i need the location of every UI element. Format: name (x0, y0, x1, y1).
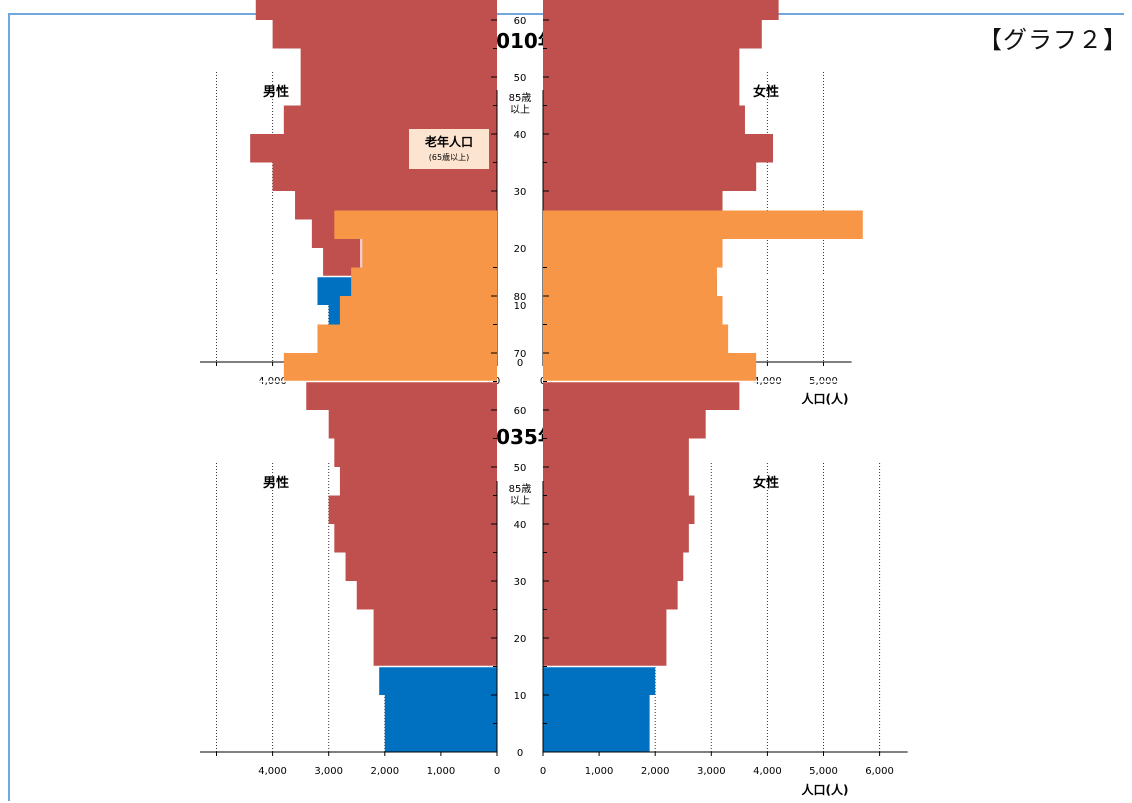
bar-female (543, 324, 729, 353)
male-label: 男性 (263, 84, 289, 100)
x-tick-label-female: 3,000 (697, 766, 726, 777)
bar-female (543, 210, 863, 239)
bar-female (543, 239, 723, 268)
age-tick-label: 40 (514, 130, 527, 141)
bar-male (283, 353, 497, 382)
bar-female (543, 77, 740, 106)
bar-male (255, 0, 497, 20)
bar-female (543, 581, 678, 610)
x-tick-label-male: 4,000 (258, 766, 287, 777)
age-tick-label: 60 (514, 406, 527, 417)
x-tick-label-male: 1,000 (427, 766, 456, 777)
elderly-label-box (409, 129, 489, 169)
bar-female (543, 381, 740, 410)
age-tick-label: 80 (514, 292, 527, 303)
elderly-label: 老年人口 (65歳以上) (409, 129, 489, 169)
bar-female (543, 438, 689, 467)
bar-female (543, 495, 695, 524)
bar-female (543, 552, 684, 581)
bar-female (543, 0, 779, 20)
x-tick-label-male: 3,000 (314, 766, 343, 777)
age-tick-label: 40 (514, 520, 527, 531)
bar-female (543, 162, 757, 191)
bar-male (384, 695, 497, 724)
bar-female (543, 666, 656, 695)
bar-female (543, 695, 650, 724)
bar-female (543, 410, 706, 439)
bar-male (351, 267, 497, 296)
x-tick-label-male: 2,000 (370, 766, 399, 777)
bar-female (543, 267, 717, 296)
bar-male (272, 20, 497, 49)
age-top-label: 以上 (510, 104, 530, 116)
age-tick-label: 10 (514, 691, 527, 702)
male-label: 男性 (263, 475, 289, 491)
age-tick-label: 0 (517, 748, 523, 759)
bar-female (543, 353, 757, 382)
bar-female (543, 524, 689, 553)
age-tick-label: 60 (514, 16, 527, 27)
bar-male (300, 77, 497, 106)
female-label: 女性 (753, 84, 779, 100)
bar-female (543, 48, 740, 77)
bar-male (373, 609, 497, 638)
bar-male (317, 324, 497, 353)
bar-male (356, 581, 497, 610)
age-tick-label: 50 (514, 463, 527, 474)
age-tick-label: 10 (514, 301, 527, 312)
bar-male (328, 410, 497, 439)
age-tick-label: 20 (514, 634, 527, 645)
age-tick-label: 30 (514, 187, 527, 198)
bar-male (339, 296, 497, 325)
elderly-label-title: 老年人口 (425, 134, 473, 149)
bar-male (362, 239, 497, 268)
bar-female (543, 105, 745, 134)
x-axis-label: 人口(人) (802, 782, 849, 797)
x-tick-label-female: 6,000 (865, 766, 894, 777)
bar-male (339, 467, 497, 496)
elderly-label-sub: (65歳以上) (429, 152, 469, 162)
age-top-label: 以上 (510, 495, 530, 507)
age-tick-label: 50 (514, 73, 527, 84)
age-tick-label: 0 (517, 358, 523, 369)
bar-male (334, 438, 497, 467)
bar-female (543, 609, 667, 638)
age-tick-label: 70 (514, 349, 527, 360)
graph-label: 【グラフ２】 (978, 26, 1128, 54)
bar-male (345, 552, 497, 581)
bar-female (543, 467, 689, 496)
x-axis-label: 人口(人) (802, 391, 849, 406)
bar-male (306, 381, 497, 410)
bar-male (300, 48, 497, 77)
x-tick-label-female: 2,000 (641, 766, 670, 777)
bar-female (543, 134, 774, 163)
bar-male (384, 723, 497, 752)
x-tick-label-female: 0 (540, 766, 546, 777)
bar-male (379, 666, 497, 695)
bar-male (373, 638, 497, 667)
age-top-label: 85歳 (509, 92, 532, 104)
bar-female (543, 723, 650, 752)
x-tick-label-male: 0 (494, 766, 500, 777)
x-tick-label-female: 4,000 (753, 766, 782, 777)
age-tick-label: 30 (514, 577, 527, 588)
x-tick-label-female: 5,000 (809, 766, 838, 777)
bar-female (543, 296, 723, 325)
bar-female (543, 638, 667, 667)
age-top-label: 85歳 (509, 483, 532, 495)
female-label: 女性 (753, 475, 779, 491)
bar-male (334, 524, 497, 553)
age-tick-label: 20 (514, 244, 527, 255)
x-tick-label-female: 1,000 (585, 766, 614, 777)
bar-male (328, 495, 497, 524)
bar-female (543, 20, 762, 49)
bar-male (334, 210, 497, 239)
